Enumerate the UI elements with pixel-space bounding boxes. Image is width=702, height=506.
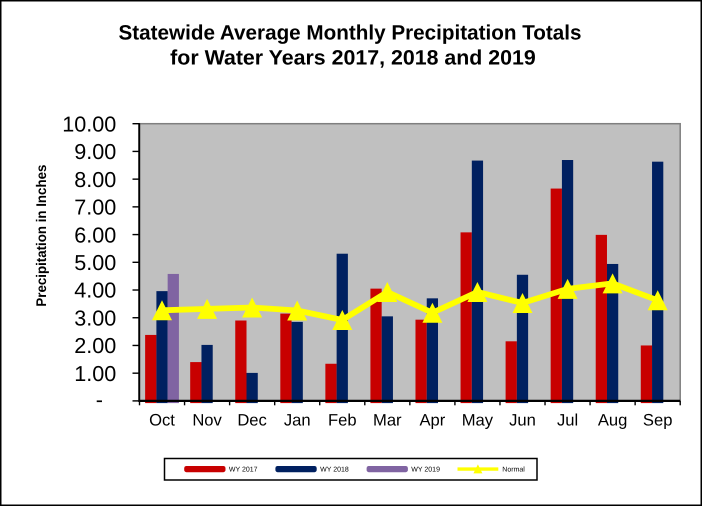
svg-text:9.00: 9.00 <box>74 139 116 164</box>
svg-text:4.00: 4.00 <box>74 278 116 303</box>
svg-text:1.00: 1.00 <box>74 361 116 386</box>
svg-text:Sep: Sep <box>643 410 673 429</box>
svg-text:WY 2019: WY 2019 <box>411 466 440 473</box>
svg-text:for Water Years 2017, 2018 and: for Water Years 2017, 2018 and 2019 <box>170 47 536 70</box>
svg-text:May: May <box>462 410 494 429</box>
svg-text:Feb: Feb <box>328 410 357 429</box>
svg-text:2.00: 2.00 <box>74 333 116 358</box>
svg-text:WY 2018: WY 2018 <box>320 466 349 473</box>
svg-text:Apr: Apr <box>419 410 445 429</box>
svg-text:Statewide Average Monthly Prec: Statewide Average Monthly Precipitation … <box>119 22 582 45</box>
svg-text:-: - <box>96 387 103 412</box>
svg-text:Dec: Dec <box>237 410 267 429</box>
svg-text:Aug: Aug <box>598 410 628 429</box>
svg-text:Mar: Mar <box>373 410 402 429</box>
svg-text:8.00: 8.00 <box>74 167 116 192</box>
svg-text:Normal: Normal <box>502 465 525 473</box>
svg-text:Precipitation in Inches: Precipitation in Inches <box>33 164 49 306</box>
svg-text:Jul: Jul <box>557 410 578 429</box>
svg-text:Jun: Jun <box>509 410 536 429</box>
svg-text:Jan: Jan <box>284 410 311 429</box>
svg-text:3.00: 3.00 <box>74 305 116 330</box>
svg-text:Nov: Nov <box>192 410 222 429</box>
svg-text:10.00: 10.00 <box>62 111 116 136</box>
svg-text:7.00: 7.00 <box>74 195 116 220</box>
svg-text:6.00: 6.00 <box>74 222 116 247</box>
svg-text:Oct: Oct <box>149 410 175 429</box>
svg-text:5.00: 5.00 <box>74 250 116 275</box>
svg-text:WY 2017: WY 2017 <box>229 466 258 473</box>
